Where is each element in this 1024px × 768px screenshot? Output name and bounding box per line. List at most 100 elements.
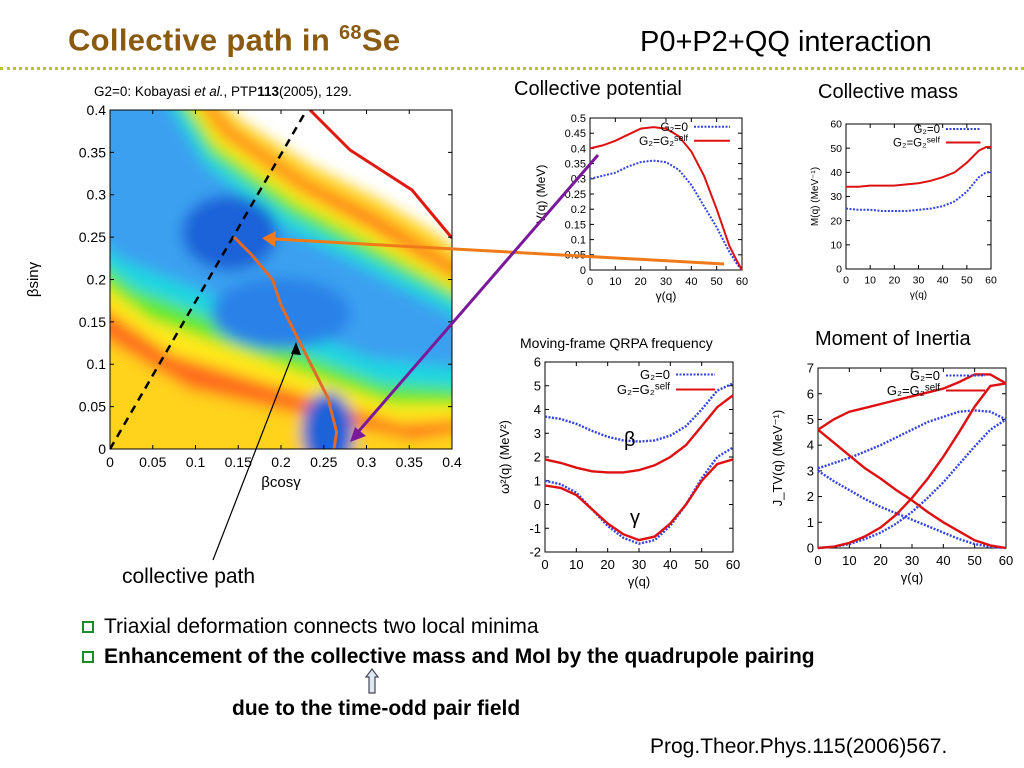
- pes-unphysical-region: [321, 110, 452, 218]
- pes-contours: [110, 110, 452, 449]
- page-title: Collective path in 68Se: [68, 22, 401, 58]
- pes-ylabel: βsinγ: [25, 261, 42, 297]
- mass-ytick-label: 30: [830, 191, 842, 203]
- potential-ytick-label: 0: [580, 265, 586, 277]
- qrpa-ytick-label: -1: [529, 521, 541, 536]
- legend-label-g2-self: G₂=G₂self: [639, 133, 689, 148]
- inertia-series-1: [817, 409, 1007, 470]
- potential-ytick-label: 0.45: [565, 128, 586, 140]
- legend: G₂=0G₂=G₂self: [617, 367, 715, 397]
- mass-ytick-label: 20: [830, 215, 842, 227]
- potential-ylabel: V(q) (MeV): [534, 165, 548, 224]
- mass-xtick-label: 60: [985, 275, 997, 287]
- mass-axes: 0 10 20 30 40 50 60 0 10 20 30 40 50 60 γ(q) M(q) (MeV⁻…: [810, 119, 997, 301]
- potential-xtick-label: 60: [736, 276, 748, 288]
- mass-ytick-label: 10: [830, 240, 842, 252]
- inertia-xtick-label: 60: [999, 553, 1013, 568]
- qrpa-xlabel: γ(q): [628, 574, 650, 589]
- potential-ytick-label: 0.15: [565, 219, 586, 231]
- pes-ytick-label: 0.05: [79, 399, 106, 415]
- potential-xtick-label: 20: [635, 276, 647, 288]
- mass-xtick-label: 10: [864, 275, 876, 287]
- pes-xtick-label: 0.25: [310, 454, 337, 470]
- potential-xtick-label: 30: [660, 276, 672, 288]
- qrpa-xtick-label: 40: [663, 557, 677, 572]
- mass-xtick-label: 0: [843, 275, 849, 287]
- potential-ytick-label: 0.4: [571, 143, 586, 155]
- potential-xtick-label: 10: [609, 276, 621, 288]
- legend: G₂=0G₂=G₂self: [639, 120, 730, 148]
- pes-edge-contour: [308, 110, 452, 239]
- collective-path-pointer-head: [291, 342, 301, 355]
- potential-xtick-label: 0: [587, 276, 593, 288]
- qrpa-xtick-label: 20: [600, 557, 614, 572]
- mass-xtick-label: 50: [961, 275, 973, 287]
- qrpa-panel-title: Moving-frame QRPA frequency: [520, 335, 713, 351]
- qrpa-ytick-label: 1: [534, 473, 541, 488]
- potential-to-pes-arrow: [273, 237, 725, 266]
- mass-series-g2-self: [846, 146, 991, 188]
- pes-ytick-label: 0: [98, 441, 106, 457]
- potential-to-oblate-arrowhead: [350, 427, 366, 442]
- qrpa-annotation-beta: β: [624, 429, 636, 451]
- inertia-xlabel: γ(q): [901, 570, 923, 585]
- mass-xtick-label: 20: [888, 275, 900, 287]
- qrpa-ytick-label: 2: [534, 450, 541, 465]
- inertia-ytick-label: 0: [807, 541, 814, 556]
- reference-note: G2=0: Kobayasi et al., PTP113(2005), 129…: [94, 84, 352, 99]
- qrpa-ytick-label: 3: [534, 426, 541, 441]
- qrpa-ytick-label: 4: [534, 402, 541, 417]
- page-subtitle: P0+P2+QQ interaction: [640, 26, 932, 58]
- potential-ytick-label: 0.2: [571, 204, 586, 216]
- qrpa-ytick-label: -2: [529, 545, 541, 560]
- inertia-series-3: [817, 418, 1007, 550]
- pairing-note: due to the time-odd pair field: [232, 697, 521, 720]
- checkbox-icon: [82, 621, 94, 633]
- potential-ytick-label: 0.5: [571, 113, 586, 125]
- legend: G₂=0G₂=G₂self: [887, 368, 985, 398]
- potential-xtick-label: 50: [711, 276, 723, 288]
- qrpa-axes: 0 10 20 30 40 50 60 -2 -1 0 1 2 3 4 5 6 γ(q) ω²(q) (MeV²): [497, 355, 740, 589]
- mass-xtick-label: 40: [937, 275, 949, 287]
- pes-xtick-label: 0.35: [396, 454, 423, 470]
- pes-ytick-label: 0.2: [87, 271, 107, 287]
- inertia-ytick-label: 6: [807, 386, 814, 401]
- legend-label-g2-self: G₂=G₂self: [887, 382, 940, 398]
- pes-ytick-label: 0.4: [87, 102, 107, 118]
- qrpa-ytick-label: 0: [534, 497, 541, 512]
- collective-path-curve: [232, 236, 339, 449]
- mass-xlabel: γ(q): [910, 290, 927, 301]
- inertia-xtick-label: 50: [967, 553, 981, 568]
- pes-xtick-label: 0.3: [357, 454, 377, 470]
- qrpa-xtick-label: 0: [541, 557, 548, 572]
- mass-series-g2-zero: [845, 171, 991, 212]
- pes-valley: [211, 277, 351, 350]
- inertia-axes: 0 10 20 30 40 50 60 0 1 2 3 4 5 6 7 γ(q) J_TV(q) (MeV⁻¹): [770, 361, 1013, 585]
- pes-xtick-label: 0.4: [442, 454, 462, 470]
- inertia-ytick-label: 3: [807, 463, 814, 478]
- inertia-series-5: [817, 428, 1007, 550]
- pes-ytick-label: 0.35: [79, 144, 106, 160]
- inertia-xtick-label: 40: [936, 553, 950, 568]
- qrpa-annotation-gamma: γ: [630, 507, 640, 529]
- inertia-series-4: [817, 373, 1007, 431]
- pes-heatmap: [110, 110, 452, 449]
- legend-label-g2-zero: G₂=0: [640, 367, 670, 382]
- bullet-list: Triaxial deformation connects two local …: [82, 612, 815, 672]
- potential-ytick-label: 0.1: [571, 234, 586, 246]
- inertia-xtick-label: 0: [814, 553, 821, 568]
- up-arrow-icon: [364, 668, 380, 694]
- pes-xtick-label: 0.2: [271, 454, 291, 470]
- inertia-ytick-label: 5: [807, 412, 814, 427]
- potential-to-pes-arrowhead: [262, 231, 276, 247]
- legend-label-g2-zero: G₂=0: [913, 124, 940, 136]
- pes-ytick-label: 0.3: [87, 187, 107, 203]
- pes-minimum-triaxial: [181, 194, 278, 271]
- mass-xtick-label: 30: [913, 275, 925, 287]
- collective-path-label: collective path: [122, 565, 256, 588]
- pes-axes: 0 0.05 0.1 0.15 0.2 0.25 0.3 0.35 0.4 0 0.05 0.1 0.1…: [25, 102, 462, 491]
- potential-to-oblate-arrow: [356, 154, 600, 433]
- potential-xtick-label: 40: [685, 276, 697, 288]
- inertia-series-6: [817, 382, 1007, 550]
